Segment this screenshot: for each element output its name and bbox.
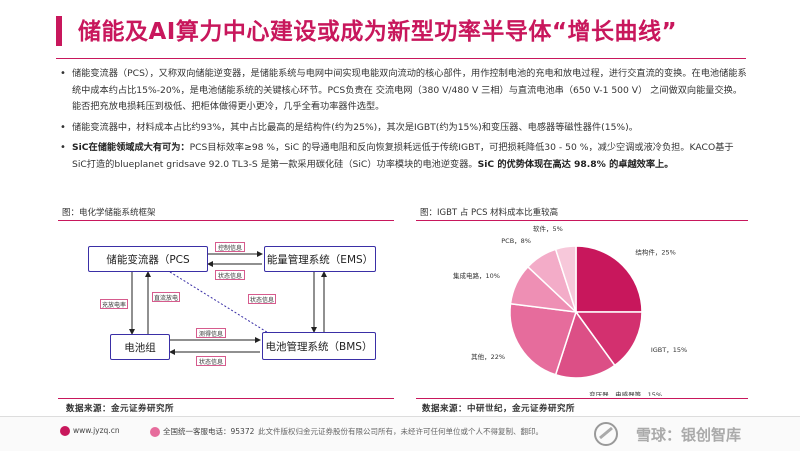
bullet-text: 储能变流器（PCS），又称双向储能逆变器，是储能系统与电网中间实现电能双向流动的… (72, 68, 747, 112)
node-pcs: 储能变流器（PCS (88, 246, 208, 272)
footer-notice: 此文件版权归金元证券股份有限公司所有，未经许可任何单位或个人不得复制、翻印。 (258, 427, 543, 436)
pie-slice-label: IGBT，15% (651, 346, 687, 354)
footer-hotline: 全国统一客服电话：95372 (150, 426, 254, 437)
storage-system-diagram: 储能变流器（PCS 能量管理系统（EMS） 电池组 电池管理系统（BMS） 控制… (60, 224, 390, 396)
footer-site[interactable]: www.jyzq.cn (60, 426, 120, 436)
tag-detect-info: 测得信息 (196, 328, 226, 338)
bullet-dot-icon: • (60, 142, 66, 153)
tag-charge-rate: 充放电率 (100, 299, 128, 309)
tag-control-info: 控制信息 (215, 242, 245, 252)
bullet-item-cost: • 储能变流器中，材料成本占比约93%，其中占比最高的是结构件(约为25%)，其… (58, 120, 748, 137)
title-divider (56, 58, 746, 59)
pie-slice-label: 软件，5% (533, 224, 563, 233)
pie-slice (574, 311, 643, 367)
footer-hotline-text: 全国统一客服电话：95372 (163, 427, 255, 436)
pie-slice-label: 其他，22% (471, 352, 505, 361)
footer-site-text: www.jyzq.cn (73, 426, 120, 435)
right-panel-title: 图：IGBT 占 PCS 材料成本比重较高 (420, 208, 559, 218)
watermark-text: 雪球：银创智库 (636, 426, 742, 444)
bullet-dot-icon: • (60, 68, 66, 79)
diagram-arrows (129, 251, 327, 355)
bullet-list: • 储能变流器（PCS），又称双向储能逆变器，是储能系统与电网中间实现电能双向流… (58, 66, 748, 177)
page-title: 储能及AI算力中心建设或成为新型功率半导体“增长曲线” (78, 19, 678, 45)
title-accent-bar (56, 16, 62, 46)
tag-status-info-mid: 状态信息 (248, 294, 276, 304)
bullet-lead: SiC在储能领域成大有可为： (72, 142, 190, 153)
bullet-item-sic: • SiC在储能领域成大有可为：PCS目标效率≥98 %，SiC 的导通电阻和反… (58, 140, 748, 173)
bullet-text: 储能变流器中，材料成本占比约93%，其中占比最高的是结构件(约为25%)，其次是… (72, 121, 638, 133)
tag-dc-discharge: 直流放电 (152, 292, 180, 302)
pie-slice-label: 集成电路，10% (453, 271, 500, 280)
left-source: 数据来源：金元证券研究所 (66, 404, 175, 414)
node-ems: 能量管理系统（EMS） (264, 246, 376, 272)
bullet-dot-icon: • (60, 121, 66, 133)
jinyuan-logo-icon (594, 422, 618, 446)
right-panel-divider (416, 220, 748, 221)
bullet-text: PCS目标效率≥98 %，SiC 的导通电阻和反向恢复损耗远低于传统IGBT，可… (72, 142, 734, 170)
node-battery: 电池组 (110, 334, 170, 360)
bullet-item-pcs: • 储能变流器（PCS），又称双向储能逆变器，是储能系统与电网中间实现电能双向流… (58, 66, 748, 116)
right-source-divider (416, 398, 748, 399)
pie-slice-label: 结构件，25% (635, 248, 675, 257)
pie-slice (554, 310, 616, 379)
pie-svg: 结构件，25% IGBT，15% 变压器、电感器等，15% 其他，22% 集成电路，10… (453, 224, 687, 399)
left-panel-divider (58, 220, 394, 221)
tag-status-info-bottom: 状态信息 (196, 356, 226, 366)
footer: www.jyzq.cn 全国统一客服电话：95372 此文件版权归金元证券股份有… (0, 416, 800, 451)
right-source: 数据来源：中研世纪，金元证券研究所 (422, 404, 576, 414)
pie-slice-label: PCB，8% (501, 237, 531, 245)
globe-icon (60, 426, 70, 436)
bullet-tail: SiC 的优势体现在高达 98.8% 的卓越效率上。 (477, 158, 674, 170)
pie-slice (554, 245, 577, 313)
cost-pie-chart: 结构件，25% IGBT，15% 变压器、电感器等，15% 其他，22% 集成电路，10… (416, 224, 746, 399)
pie-slice (509, 302, 577, 376)
pie-slice (575, 245, 643, 313)
title-bar: 储能及AI算力中心建设或成为新型功率半导体“增长曲线” (0, 0, 800, 59)
pie-slice-label: 变压器、电感器等，15% (589, 390, 662, 396)
left-panel-title: 图：电化学储能系统框架 (62, 208, 156, 218)
tag-status-info-top: 状态信息 (215, 270, 245, 280)
phone-icon (150, 427, 160, 437)
left-source-divider (58, 398, 394, 399)
node-bms: 电池管理系统（BMS） (262, 332, 376, 360)
